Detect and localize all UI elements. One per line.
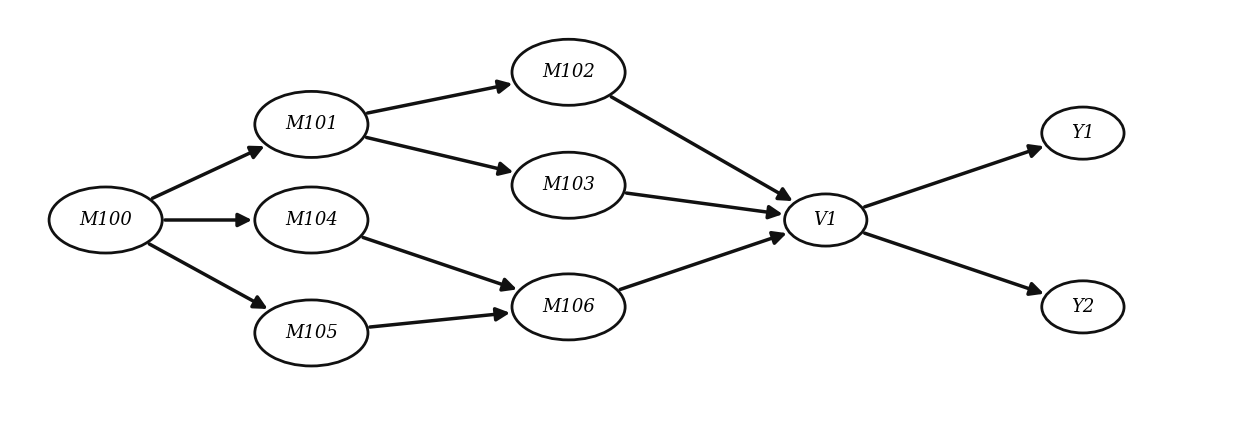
Ellipse shape [254, 92, 368, 158]
Text: M105: M105 [285, 324, 337, 342]
Ellipse shape [512, 152, 625, 218]
Ellipse shape [50, 187, 162, 253]
Ellipse shape [785, 194, 867, 246]
Text: Y1: Y1 [1071, 124, 1095, 142]
Ellipse shape [512, 274, 625, 340]
Text: M102: M102 [542, 63, 595, 81]
Text: M104: M104 [285, 211, 337, 229]
Ellipse shape [1042, 107, 1125, 159]
Text: M103: M103 [542, 176, 595, 194]
Ellipse shape [254, 187, 368, 253]
Text: M100: M100 [79, 211, 133, 229]
Ellipse shape [254, 300, 368, 366]
Text: M106: M106 [542, 298, 595, 316]
Text: Y2: Y2 [1071, 298, 1095, 316]
Ellipse shape [1042, 281, 1125, 333]
Text: V1: V1 [813, 211, 838, 229]
Ellipse shape [512, 39, 625, 105]
Text: M101: M101 [285, 115, 337, 133]
